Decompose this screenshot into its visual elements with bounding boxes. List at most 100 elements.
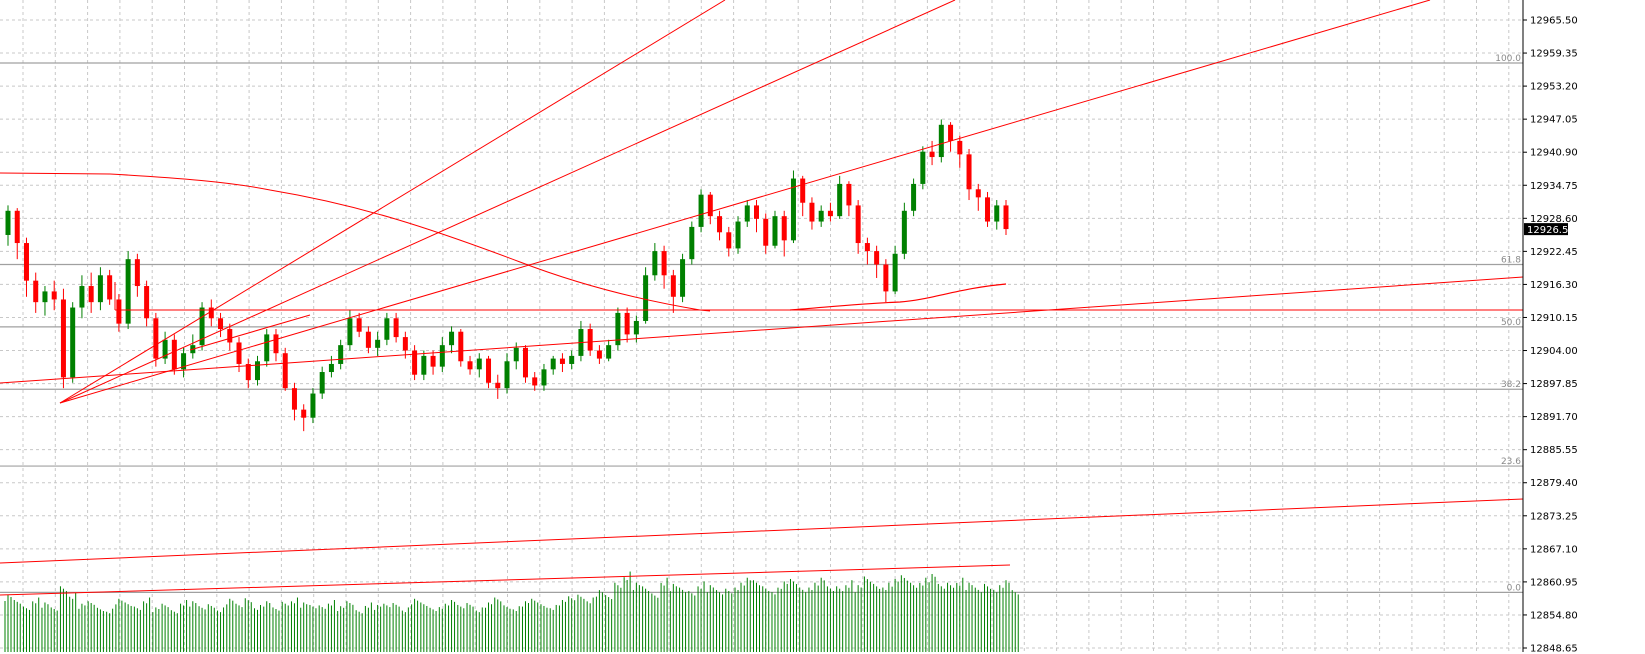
moving-average-line: [789, 283, 1007, 311]
candle-body: [97, 275, 103, 303]
candle-body: [754, 205, 759, 219]
candle-body: [153, 318, 159, 359]
price-tick-label: 12873.25: [1530, 511, 1578, 522]
candle-body: [606, 345, 612, 359]
price-tick-label: 12848.65: [1530, 644, 1578, 654]
candle-body: [393, 318, 399, 338]
candle-body: [412, 350, 418, 375]
price-tick-label: 12879.40: [1530, 478, 1578, 489]
candle-body: [818, 210, 824, 222]
price-tick-label: 12928.60: [1530, 214, 1578, 225]
candle-body: [504, 361, 510, 389]
candle-body: [439, 345, 445, 367]
candle-body: [107, 275, 113, 300]
candle-body: [338, 345, 344, 364]
trendline: [0, 564, 1011, 596]
candle-body: [5, 210, 11, 235]
price-tick-label: 12959.35: [1530, 49, 1578, 60]
candle-body: [735, 221, 741, 249]
candle-body: [218, 318, 224, 330]
candle-body: [781, 216, 787, 241]
candle-body: [892, 253, 898, 292]
candle-body: [273, 334, 279, 354]
candle-body: [772, 216, 778, 246]
candle-body: [837, 183, 843, 217]
fib-level-label: 50.0: [1501, 318, 1521, 328]
candle-body: [883, 264, 889, 292]
price-tick-label: 12854.80: [1530, 610, 1578, 621]
candle-body: [809, 202, 815, 222]
candle-body: [144, 286, 150, 319]
trendlines[interactable]: [0, 0, 1524, 596]
candle-body: [402, 337, 408, 351]
candle-body: [744, 205, 750, 222]
candle-body: [430, 355, 436, 367]
candle-body: [920, 151, 926, 184]
candle-body: [596, 350, 602, 359]
candle-body: [827, 210, 833, 217]
price-tick-label: 12947.05: [1530, 115, 1578, 126]
candle-body: [994, 205, 1000, 222]
candle-body: [985, 197, 991, 222]
candle-body: [790, 178, 796, 241]
candle-body: [717, 216, 723, 233]
candle-body: [14, 210, 20, 244]
fib-level-label: 0.0: [1507, 583, 1522, 593]
price-tick-label: 12965.50: [1530, 16, 1578, 27]
price-tick-label: 12885.55: [1530, 445, 1578, 456]
candlesticks: [5, 119, 1009, 432]
candle-body: [522, 347, 528, 378]
candle-body: [70, 307, 76, 378]
trendline: [0, 498, 1524, 564]
price-axis: 12965.50 12959.35 12953.20 12947.05 12940.90…: [1522, 0, 1578, 654]
fibonacci-retracement[interactable]: 100.0 61.8 50.0 38.2 23.6 0.0: [0, 54, 1523, 593]
candle-body: [911, 183, 917, 211]
current-price-tag: 12926.59: [1524, 223, 1575, 236]
trendline: [59, 0, 1431, 404]
candle-body: [559, 358, 565, 364]
candle-body: [384, 318, 390, 340]
candle-body: [929, 151, 935, 158]
price-tick-label: 12934.75: [1530, 181, 1578, 192]
candle-body: [680, 259, 686, 297]
candle-body: [181, 353, 187, 370]
candle-body: [356, 318, 362, 332]
candle-body: [1003, 205, 1009, 230]
candle-body: [245, 363, 251, 381]
candle-body: [874, 251, 880, 265]
candle-body: [116, 299, 122, 324]
candle-body: [134, 259, 140, 287]
candle-body: [846, 183, 852, 206]
candle-body: [88, 286, 94, 303]
candle-body: [633, 320, 639, 335]
candle-body: [208, 307, 214, 319]
candle-body: [901, 210, 907, 254]
candle-body: [541, 369, 547, 386]
current-price-bg: [1524, 223, 1568, 236]
candle-body: [236, 342, 242, 364]
candle-body: [587, 329, 593, 351]
candle-body: [328, 363, 334, 373]
candle-body: [532, 377, 538, 386]
candle-body: [51, 291, 57, 300]
candle-body: [264, 334, 270, 362]
current-price-label: 12926.59: [1527, 225, 1575, 236]
candle-body: [707, 194, 713, 217]
trendline: [189, 314, 311, 351]
candle-body: [375, 339, 381, 348]
candle-body: [513, 347, 519, 362]
candle-body: [319, 372, 325, 394]
candle-body: [966, 154, 972, 190]
candle-body: [800, 178, 806, 203]
candle-body: [957, 140, 963, 155]
candle-body: [347, 318, 353, 346]
candle-body: [171, 339, 177, 370]
candle-body: [864, 243, 870, 252]
candle-body: [23, 243, 29, 281]
candle-body: [227, 329, 233, 343]
candle-body: [458, 331, 464, 362]
candle-body: [199, 307, 205, 346]
candle-body: [615, 312, 621, 346]
candle-body: [60, 299, 66, 378]
